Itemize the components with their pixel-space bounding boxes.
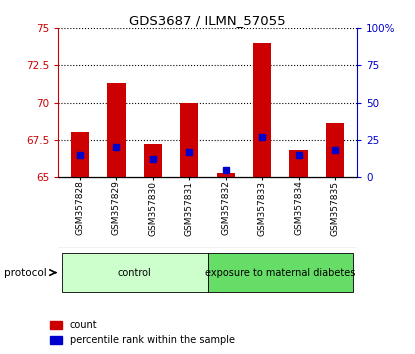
Text: GSM357834: GSM357834 xyxy=(294,181,303,235)
Text: protocol: protocol xyxy=(4,268,47,278)
Bar xyxy=(62,253,208,292)
Bar xyxy=(326,124,344,177)
Bar xyxy=(208,253,353,292)
Text: GSM357833: GSM357833 xyxy=(258,181,267,235)
Bar xyxy=(144,144,162,177)
Bar xyxy=(180,103,198,177)
Text: GSM357830: GSM357830 xyxy=(148,181,157,235)
Text: GSM357829: GSM357829 xyxy=(112,181,121,235)
Text: GSM357832: GSM357832 xyxy=(221,181,230,235)
Legend: count, percentile rank within the sample: count, percentile rank within the sample xyxy=(46,316,239,349)
Text: control: control xyxy=(118,268,151,278)
Bar xyxy=(217,172,235,177)
Text: GSM357828: GSM357828 xyxy=(76,181,85,235)
Bar xyxy=(71,132,89,177)
Bar xyxy=(107,83,125,177)
Text: GSM357831: GSM357831 xyxy=(185,181,194,235)
Title: GDS3687 / ILMN_57055: GDS3687 / ILMN_57055 xyxy=(129,14,286,27)
Text: GSM357835: GSM357835 xyxy=(330,181,339,235)
Bar xyxy=(253,43,271,177)
Bar xyxy=(290,150,308,177)
Text: exposure to maternal diabetes: exposure to maternal diabetes xyxy=(205,268,356,278)
